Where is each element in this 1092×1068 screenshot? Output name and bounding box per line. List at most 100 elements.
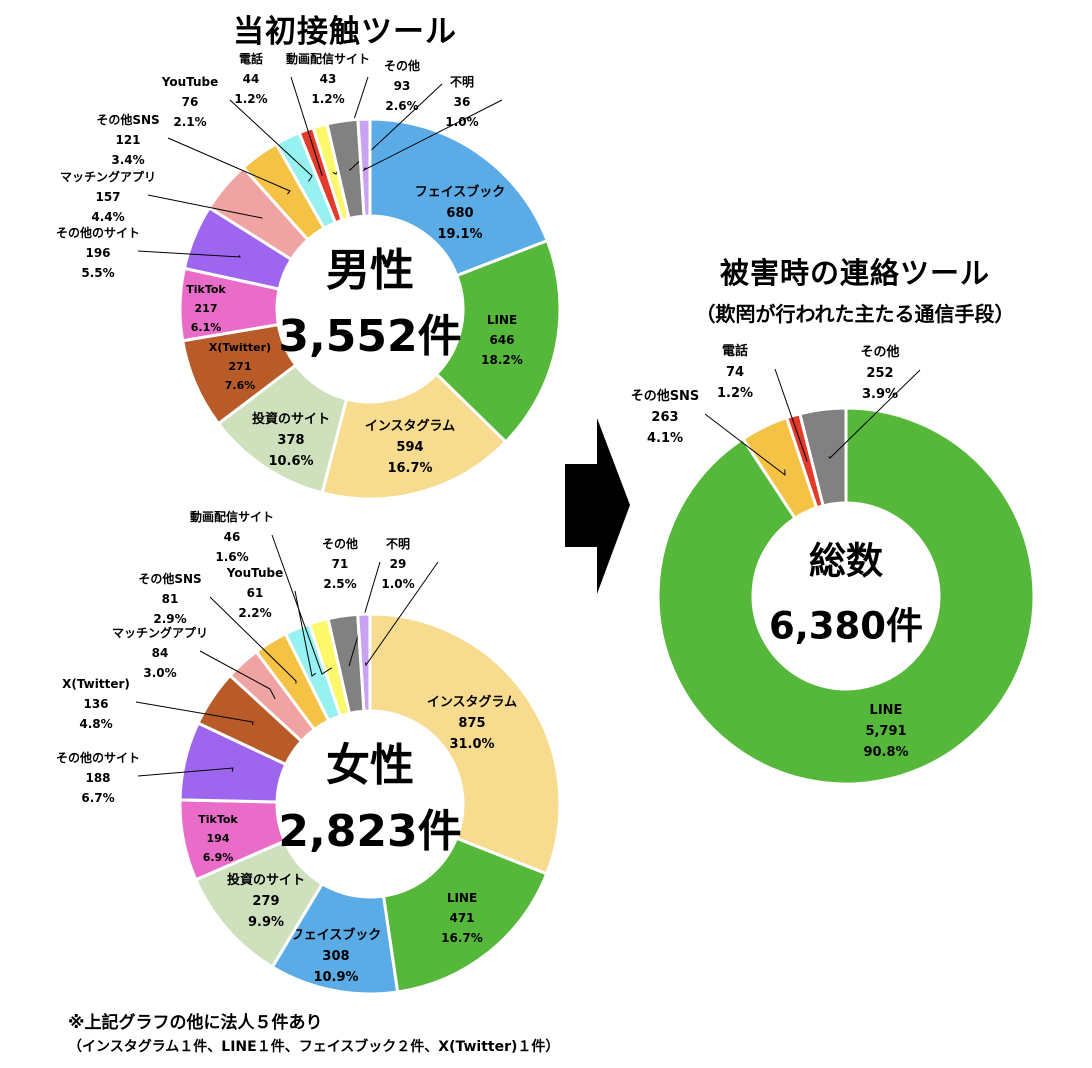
- arrow-right-icon: [565, 418, 630, 594]
- slice-label-value: 194: [207, 832, 230, 845]
- slice-label-name: インスタグラム: [427, 694, 517, 710]
- slice-label-name: 電話: [722, 343, 748, 359]
- slice-label-percent: 1.0%: [445, 115, 478, 129]
- slice-label-percent: 5.5%: [81, 266, 114, 280]
- slice-label-value: 271: [229, 360, 252, 373]
- slice-label-value: 196: [85, 246, 110, 260]
- leader-line: [167, 137, 291, 195]
- slice-label-name: フェイスブック: [415, 184, 506, 200]
- slice-label-percent: 4.8%: [79, 717, 112, 731]
- leader-line: [209, 596, 297, 684]
- leader-line: [774, 368, 808, 462]
- slice-label-name: フェイスブック: [291, 927, 382, 943]
- leader-line: [348, 561, 381, 667]
- slice-label-name: 動画配信サイト: [286, 51, 370, 66]
- slice-label-name: 動画配信サイト: [190, 509, 274, 524]
- leader-line: [332, 76, 369, 175]
- slice-label-name: その他SNS: [631, 388, 700, 404]
- slice-label-name: その他: [322, 536, 358, 551]
- slice-label-value: 680: [446, 206, 473, 221]
- leader-line: [294, 590, 317, 677]
- slice-label-percent: 10.9%: [313, 970, 358, 985]
- slice-label-name: YouTube: [226, 566, 284, 580]
- slice-label-name: その他SNS: [96, 112, 159, 127]
- slice-label-value: 263: [651, 410, 678, 425]
- slice-label-percent: 4.4%: [91, 210, 124, 224]
- center-label: 女性: [326, 740, 414, 791]
- slice-label-percent: 16.7%: [441, 931, 483, 945]
- slice-label-value: 36: [454, 95, 471, 109]
- slice-label-value: 252: [866, 366, 893, 381]
- slice-label-value: 471: [449, 911, 474, 925]
- slice-label-value: 61: [247, 586, 264, 600]
- donut-women: インスタグラム 875 31.0% LINE 471 16.7% フェイスブック 308 10.…: [56, 509, 562, 996]
- slice-label-value: 46: [224, 530, 241, 544]
- slice-label-percent: 31.0%: [449, 737, 494, 752]
- slice-label-name: 不明: [450, 75, 474, 89]
- slice-その他: [797, 406, 848, 508]
- slice-label-name: LINE: [447, 891, 477, 905]
- donut-total: LINE 5,791 90.8% その他SNS 263 4.1% 電話 74 1.2% その他 25…: [631, 343, 1036, 786]
- slice-label-name: 投資のサイト: [252, 411, 330, 427]
- slice-label-value: 74: [726, 365, 744, 380]
- leader-line: [348, 83, 443, 171]
- slice-label-percent: 19.1%: [437, 227, 482, 242]
- slice-label-name: TikTok: [186, 283, 226, 296]
- slice-label-value: 93: [394, 79, 411, 93]
- slice-label-value: 44: [243, 72, 260, 86]
- slice-label-percent: 6.1%: [191, 321, 222, 334]
- slice-label-percent: 18.2%: [481, 353, 523, 367]
- slice-line: [656, 406, 1036, 786]
- slice-label-value: 29: [390, 557, 407, 571]
- slice-label-name: マッチングアプリ: [60, 169, 156, 184]
- slice-label-value: 217: [195, 302, 218, 315]
- leader-line: [137, 250, 241, 258]
- right-chart-title: 被害時の連絡ツール: [719, 256, 990, 290]
- slice-label-value: 136: [83, 697, 108, 711]
- slice-label-value: 121: [115, 133, 140, 147]
- slice-label-percent: 2.6%: [385, 99, 418, 113]
- slice-label-name: その他のサイト: [56, 750, 140, 765]
- slice-label-name: X(Twitter): [62, 677, 130, 691]
- slice-label-value: 188: [85, 771, 110, 785]
- leader-line: [271, 534, 333, 675]
- slice-line: [434, 238, 562, 445]
- slice-label-value: 875: [458, 716, 485, 731]
- slice-label-name: TikTok: [198, 813, 238, 826]
- center-label: 総数: [809, 540, 883, 583]
- slice-label-name: その他のサイト: [56, 225, 140, 240]
- slice-label-percent: 3.0%: [143, 666, 176, 680]
- slice-不明: [356, 117, 372, 218]
- center-label: 男性: [326, 245, 414, 296]
- center-value: 6,380件: [769, 605, 923, 648]
- slice-インスタグラム: [368, 612, 562, 876]
- slice-label-name: 不明: [386, 537, 410, 551]
- center-value: 3,552件: [278, 311, 461, 362]
- slice-label-percent: 4.1%: [647, 431, 683, 446]
- slice-label-name: マッチングアプリ: [112, 625, 208, 640]
- slice-label-percent: 16.7%: [387, 461, 432, 476]
- slice-label-percent: 7.6%: [225, 379, 256, 392]
- slice-label-value: 81: [162, 592, 179, 606]
- slice-label-percent: 6.7%: [81, 791, 114, 805]
- leader-line: [828, 369, 921, 459]
- slice-label-name: LINE: [487, 313, 517, 327]
- slice-label-percent: 2.5%: [323, 577, 356, 591]
- slice-label-percent: 10.6%: [268, 454, 313, 469]
- donut-men: フェイスブック 680 19.1% LINE 646 18.2% インスタグラム 594 16.…: [56, 51, 562, 501]
- slice-label-percent: 2.1%: [173, 115, 206, 129]
- slice-label-name: 電話: [239, 51, 263, 66]
- slice-line: [381, 836, 549, 994]
- leader-line: [147, 194, 263, 219]
- slice-label-value: 5,791: [865, 724, 906, 739]
- slice-label-value: 378: [277, 433, 304, 448]
- slice-label-percent: 1.6%: [215, 550, 248, 564]
- slice-label-name: インスタグラム: [365, 418, 455, 434]
- slice-label-value: 71: [332, 557, 349, 571]
- slice-label-percent: 6.9%: [203, 851, 234, 864]
- slice-label-value: 157: [95, 190, 120, 204]
- slice-label-value: 84: [152, 646, 169, 660]
- slice-label-percent: 1.2%: [717, 386, 753, 401]
- slice-label-percent: 9.9%: [248, 915, 284, 930]
